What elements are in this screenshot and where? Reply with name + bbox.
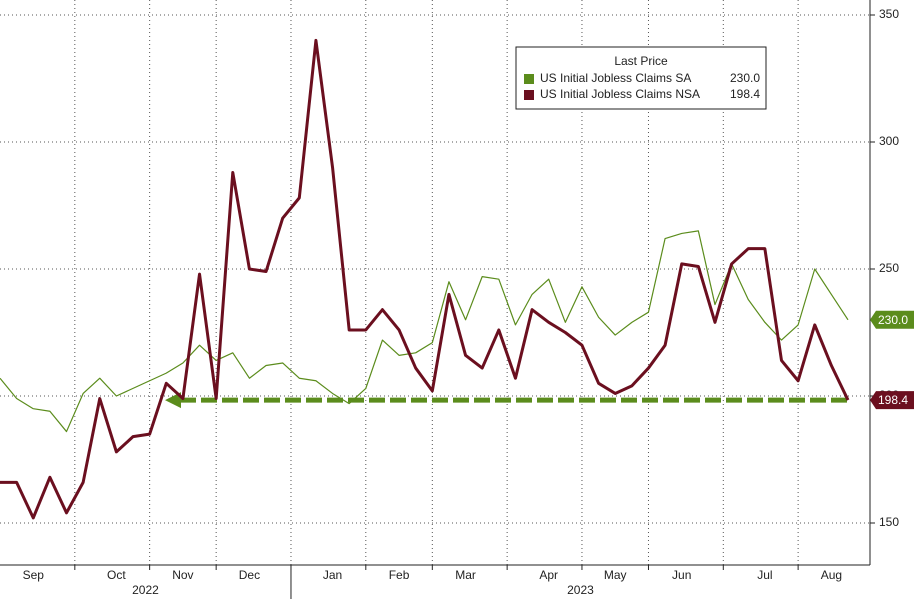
series-line (0, 38, 850, 520)
value-tag-label: 230.0 (878, 313, 908, 327)
y-tick-label: 150 (879, 515, 899, 529)
legend-title: Last Price (614, 54, 668, 68)
x-tick-label: Aug (821, 568, 842, 582)
year-label: 2023 (567, 583, 594, 597)
value-tag-label: 198.4 (878, 393, 908, 407)
y-tick-label: 350 (879, 7, 899, 21)
x-tick-label: Apr (539, 568, 558, 582)
y-tick-label: 250 (879, 261, 899, 275)
legend-box (515, 46, 767, 110)
x-tick-label: Oct (107, 568, 126, 582)
legend-swatch (524, 90, 534, 100)
x-tick-label: Jan (323, 568, 342, 582)
y-tick-label: 300 (879, 134, 899, 148)
series-line (0, 230, 849, 433)
legend-label: US Initial Jobless Claims NSA (540, 87, 700, 101)
arrow-head (165, 392, 181, 409)
legend-value: 198.4 (730, 87, 760, 101)
value-tag (870, 310, 914, 329)
legend-swatch (524, 74, 534, 84)
x-tick-label: Sep (23, 568, 45, 582)
x-tick-label: May (604, 568, 627, 582)
value-tag (870, 391, 914, 410)
x-tick-label: Dec (239, 568, 260, 582)
legend-label: US Initial Jobless Claims SA (540, 71, 691, 85)
x-tick-label: Jun (672, 568, 691, 582)
x-tick-label: Feb (389, 568, 410, 582)
legend: Last Price US Initial Jobless Claims SA 2… (515, 46, 767, 110)
x-tick-label: Mar (455, 568, 476, 582)
x-tick-label: Jul (757, 568, 772, 582)
year-label: 2022 (132, 583, 159, 597)
legend-value: 230.0 (730, 71, 760, 85)
x-tick-label: Nov (172, 568, 193, 582)
